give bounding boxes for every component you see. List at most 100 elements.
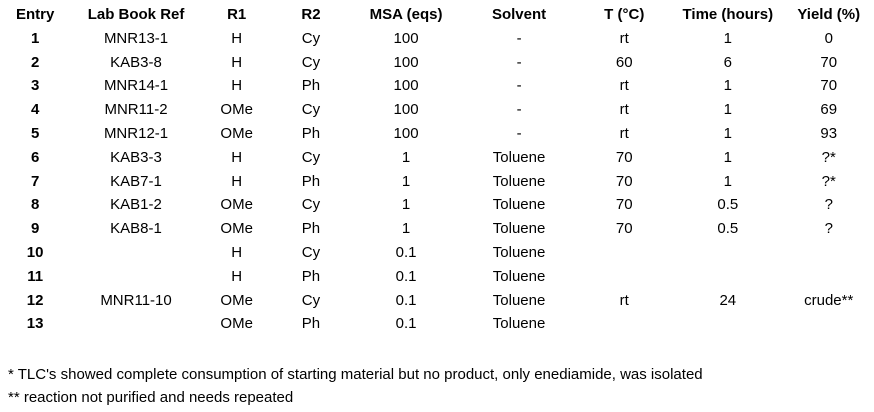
cell-solvent: Toluene bbox=[492, 267, 546, 285]
column-header-solvent: Solvent bbox=[491, 6, 547, 23]
cell-temperature: 70 bbox=[615, 148, 633, 166]
cell-lab-book-ref: MNR11-10 bbox=[100, 291, 172, 309]
cell-r1: OMe bbox=[220, 124, 253, 142]
cell-time bbox=[672, 265, 783, 289]
cell-temperature bbox=[576, 265, 672, 289]
cell-r2: Ph bbox=[301, 220, 321, 238]
cell-time: 1 bbox=[723, 124, 732, 142]
table-header-row: Entry Lab Book Ref R1 R2 MSA (eqs) Solve… bbox=[0, 3, 874, 27]
cell-temperature: 70 bbox=[615, 196, 633, 214]
cell-time bbox=[672, 241, 783, 265]
column-header-yield: Yield (%) bbox=[797, 6, 861, 23]
cell-lab-book-ref: KAB7-1 bbox=[110, 172, 162, 190]
cell-r2: Cy bbox=[301, 101, 321, 119]
cell-msa: 1 bbox=[401, 220, 411, 238]
cell-yield: 70 bbox=[820, 77, 838, 95]
footnote-double-asterisk: ** reaction not purified and needs repea… bbox=[8, 389, 294, 406]
cell-time: 6 bbox=[723, 53, 732, 71]
cell-time: 1 bbox=[723, 29, 732, 47]
cell-msa: 100 bbox=[393, 101, 419, 119]
cell-solvent: - bbox=[516, 101, 522, 119]
table-row: 6 KAB3-3 H Cy 1 Toluene 70 1 ?* bbox=[0, 146, 874, 170]
column-header-lab-book-ref: Lab Book Ref bbox=[87, 6, 185, 23]
cell-lab-book-ref: KAB3-8 bbox=[110, 53, 162, 71]
cell-time bbox=[672, 312, 783, 336]
cell-entry: 10 bbox=[26, 243, 44, 261]
cell-lab-book-ref: KAB8-1 bbox=[110, 220, 162, 238]
cell-r2: Cy bbox=[301, 29, 321, 47]
cell-entry: 7 bbox=[30, 172, 40, 190]
cell-r2: Ph bbox=[301, 124, 321, 142]
cell-r1: H bbox=[231, 267, 243, 285]
table-row: 5 MNR12-1 OMe Ph 100 - rt 1 93 bbox=[0, 122, 874, 146]
cell-entry: 4 bbox=[30, 101, 40, 119]
cell-entry: 11 bbox=[27, 267, 44, 285]
column-header-msa: MSA (eqs) bbox=[369, 6, 443, 23]
cell-msa: 0.1 bbox=[395, 291, 417, 309]
table-row: 7 KAB7-1 H Ph 1 Toluene 70 1 ?* bbox=[0, 170, 874, 194]
cell-r2: Cy bbox=[301, 196, 321, 214]
table-row: 4 MNR11-2 OMe Cy 100 - rt 1 69 bbox=[0, 98, 874, 122]
cell-msa: 100 bbox=[393, 77, 419, 95]
cell-solvent: Toluene bbox=[492, 243, 546, 261]
table-row: 3 MNR14-1 H Ph 100 - rt 1 70 bbox=[0, 74, 874, 98]
cell-yield: ?* bbox=[821, 148, 836, 166]
cell-yield: 69 bbox=[820, 101, 838, 119]
cell-temperature: rt bbox=[619, 77, 629, 95]
cell-r1: OMe bbox=[220, 101, 253, 119]
cell-lab-book-ref: KAB1-2 bbox=[110, 196, 162, 214]
cell-r1: OMe bbox=[220, 196, 253, 214]
cell-yield: 70 bbox=[820, 53, 838, 71]
cell-r1: H bbox=[231, 172, 243, 190]
cell-solvent: Toluene bbox=[492, 172, 546, 190]
cell-yield bbox=[783, 241, 874, 265]
cell-lab-book-ref: MNR13-1 bbox=[103, 29, 169, 47]
results-table: Entry Lab Book Ref R1 R2 MSA (eqs) Solve… bbox=[0, 3, 874, 336]
cell-solvent: - bbox=[516, 77, 522, 95]
cell-yield: ?* bbox=[821, 172, 836, 190]
cell-solvent: Toluene bbox=[492, 148, 546, 166]
cell-yield bbox=[783, 312, 874, 336]
cell-r2: Ph bbox=[301, 267, 321, 285]
cell-lab-book-ref: MNR12-1 bbox=[103, 124, 169, 142]
cell-temperature: 70 bbox=[615, 172, 633, 190]
column-header-temperature: T (°C) bbox=[604, 6, 645, 23]
cell-entry: 8 bbox=[30, 196, 40, 214]
cell-time: 1 bbox=[723, 77, 732, 95]
cell-solvent: - bbox=[516, 53, 522, 71]
cell-time: 1 bbox=[723, 172, 732, 190]
cell-msa: 1 bbox=[401, 148, 411, 166]
cell-r2: Cy bbox=[301, 243, 321, 261]
cell-msa: 1 bbox=[401, 196, 411, 214]
cell-time: 0.5 bbox=[717, 196, 739, 214]
cell-r2: Ph bbox=[301, 315, 321, 333]
cell-time: 1 bbox=[723, 148, 732, 166]
cell-entry: 12 bbox=[26, 291, 44, 309]
cell-solvent: Toluene bbox=[492, 196, 546, 214]
cell-temperature bbox=[576, 241, 672, 265]
cell-temperature bbox=[576, 312, 672, 336]
table-body: 1 MNR13-1 H Cy 100- rt 1 0 2 KAB3-8 H Cy 100-60 6 70 3 M… bbox=[0, 27, 874, 336]
cell-msa: 1 bbox=[401, 172, 411, 190]
cell-msa: 0.1 bbox=[395, 243, 417, 261]
cell-lab-book-ref: MNR14-1 bbox=[103, 77, 169, 95]
cell-solvent: Toluene bbox=[492, 291, 546, 309]
cell-temperature: rt bbox=[619, 29, 629, 47]
cell-msa: 100 bbox=[393, 29, 419, 47]
cell-lab-book-ref bbox=[70, 241, 202, 265]
cell-entry: 3 bbox=[30, 77, 40, 95]
cell-r1: H bbox=[231, 29, 243, 47]
cell-yield bbox=[783, 265, 874, 289]
column-header-time: Time (hours) bbox=[682, 6, 774, 23]
cell-solvent: Toluene bbox=[492, 220, 546, 238]
table-row: 11 H Ph 0.1 Toluene bbox=[0, 265, 874, 289]
cell-solvent: - bbox=[516, 124, 522, 142]
cell-msa: 0.1 bbox=[395, 267, 417, 285]
cell-entry: 1 bbox=[30, 29, 40, 47]
cell-temperature: rt bbox=[619, 101, 629, 119]
cell-yield: 93 bbox=[820, 124, 838, 142]
cell-temperature: rt bbox=[619, 124, 629, 142]
cell-lab-book-ref bbox=[70, 312, 202, 336]
cell-entry: 9 bbox=[30, 220, 40, 238]
